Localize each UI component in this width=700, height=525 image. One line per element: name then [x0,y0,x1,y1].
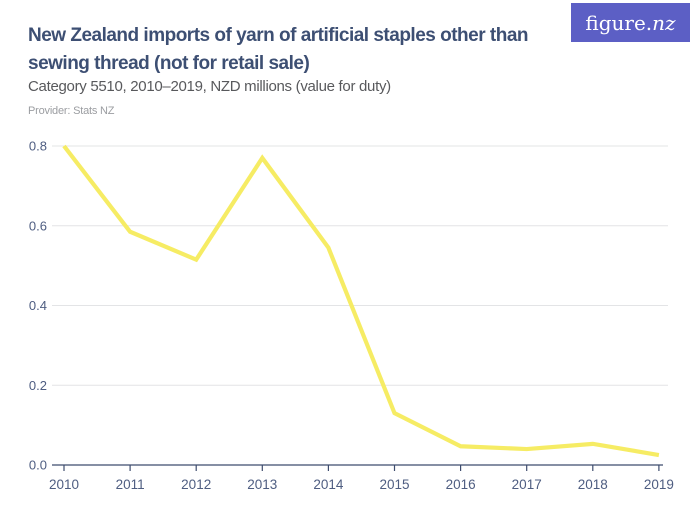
x-axis-tick-label: 2013 [247,477,277,492]
logo-text-prefix: figure. [585,10,653,35]
data-line [62,144,660,458]
provider-label: Provider: Stats NZ [28,105,115,117]
x-axis-tick-label: 2019 [644,477,674,492]
chart-subtitle: Category 5510, 2010–2019, NZD millions (… [28,78,391,95]
page-title: New Zealand imports of yarn of artificia… [28,22,588,78]
x-axis-tick-label: 2012 [181,477,211,492]
x-axis-tick-label: 2014 [313,477,344,492]
y-axis-tick-label: 0.2 [29,378,47,393]
y-axis-tick-label: 0.8 [29,139,47,154]
x-axis-tick-label: 2016 [446,477,476,492]
x-axis-tick-label: 2011 [116,477,145,492]
logo-text-suffix: nz [652,10,676,35]
y-axis-tick-label: 0.4 [29,298,47,313]
figure-nz-logo[interactable]: figure. nz [571,3,690,42]
x-axis-tick-label: 2017 [512,477,542,492]
y-axis-tick-label: 0.0 [29,458,47,473]
x-axis-tick-label: 2010 [49,477,79,492]
title-line: New Zealand imports of yarn of artificia… [28,25,529,46]
y-axis-tick-label: 0.6 [29,218,47,233]
x-axis-tick-label: 2015 [379,477,409,492]
title-line: sewing thread (not for retail sale) [28,53,310,74]
x-axis-tick-label: 2018 [578,477,608,492]
